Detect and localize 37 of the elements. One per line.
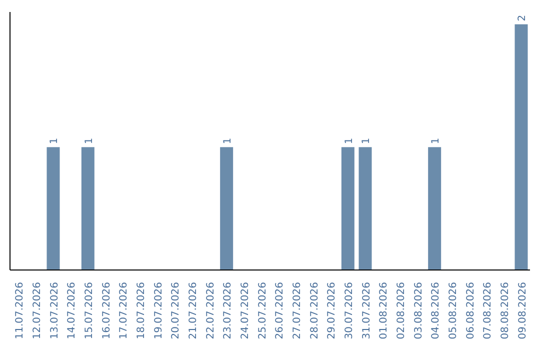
x-tick-label: 01.08.2026 xyxy=(378,282,390,340)
x-tick-label: 30.07.2026 xyxy=(344,282,355,340)
x-tick-label: 14.07.2026 xyxy=(66,282,78,340)
x-tick-label: 17.07.2026 xyxy=(118,282,130,340)
x-tick-label: 02.08.2026 xyxy=(396,282,407,340)
x-tick-label: 06.08.2026 xyxy=(465,282,476,340)
x-tick-label: 18.07.2026 xyxy=(136,282,147,340)
data-label: 1 xyxy=(49,138,60,144)
x-tick-label: 29.07.2026 xyxy=(326,282,338,340)
x-tick-label: 11.07.2026 xyxy=(14,282,26,340)
x-tick-label: 19.07.2026 xyxy=(153,282,164,340)
x-tick-label: 26.07.2026 xyxy=(274,282,286,340)
x-tick-label: 13.07.2026 xyxy=(49,282,60,340)
data-label: 1 xyxy=(344,138,355,144)
x-tick-label: 22.07.2026 xyxy=(205,282,216,340)
x-tick-label: 21.07.2026 xyxy=(188,282,199,340)
x-tick-label: 08.08.2026 xyxy=(500,282,511,340)
x-tick-label: 09.08.2026 xyxy=(517,282,528,340)
data-label: 1 xyxy=(222,138,234,144)
data-label: 1 xyxy=(430,138,442,144)
data-label: 1 xyxy=(361,138,372,144)
x-tick-label: 23.07.2026 xyxy=(222,282,234,340)
x-tick-label: 12.07.2026 xyxy=(32,282,43,340)
x-tick-label: 16.07.2026 xyxy=(101,282,112,340)
x-tick-label: 25.07.2026 xyxy=(257,282,268,340)
x-tick-label: 27.07.2026 xyxy=(292,282,303,340)
data-label: 1 xyxy=(84,138,95,144)
x-tick-label: 20.07.2026 xyxy=(170,282,182,340)
x-tick-label: 07.08.2026 xyxy=(482,282,494,340)
data-label: 2 xyxy=(517,14,528,22)
x-tick-label: 24.07.2026 xyxy=(240,282,251,340)
x-tick-label: 04.08.2026 xyxy=(430,282,442,340)
x-tick-label: 31.07.2026 xyxy=(361,282,372,340)
x-tick-label: 03.08.2026 xyxy=(413,282,424,340)
x-tick-label: 05.08.2026 xyxy=(448,282,459,340)
x-tick-label: 15.07.2026 xyxy=(84,282,95,340)
x-tick-label: 28.07.2026 xyxy=(309,282,320,340)
